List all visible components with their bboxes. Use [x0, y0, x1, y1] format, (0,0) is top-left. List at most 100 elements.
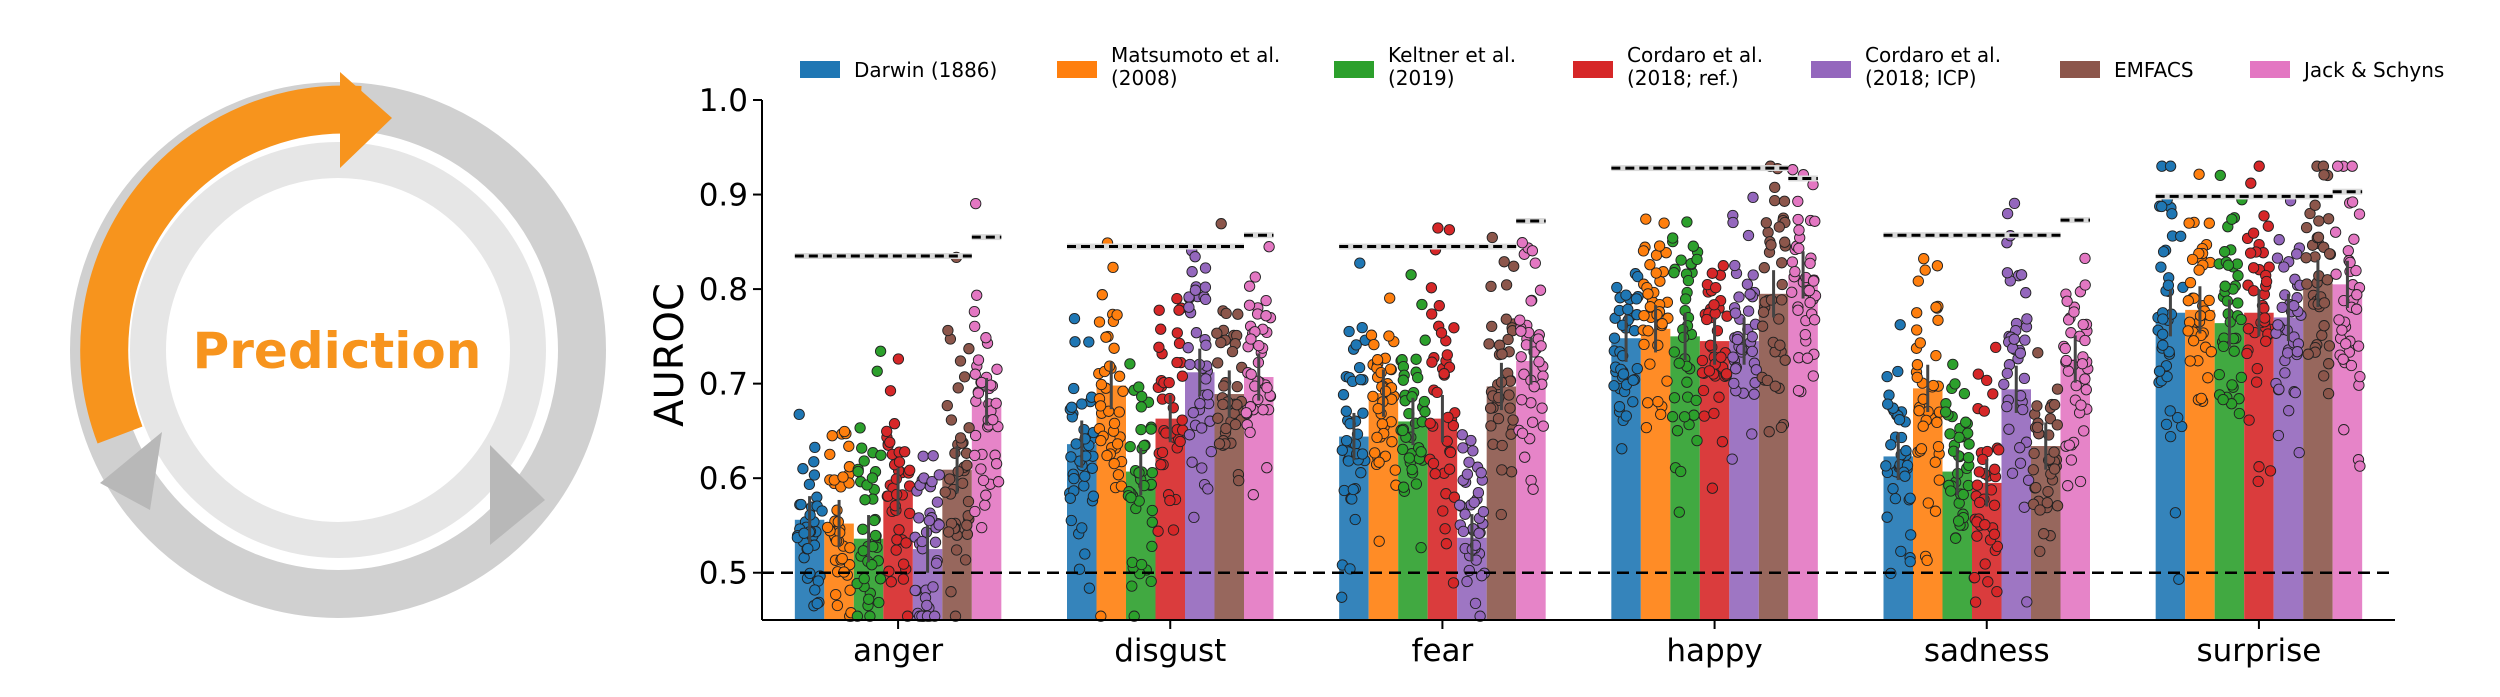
y-tick-label: 0.5 [699, 556, 748, 592]
subject-point [939, 486, 951, 498]
subject-point [933, 519, 945, 531]
subject-point [1779, 354, 1791, 366]
subject-point [1757, 306, 1770, 318]
subject-point [1337, 389, 1350, 401]
subject-point [1454, 499, 1466, 511]
subject-point [1371, 431, 1383, 444]
subject-point [2346, 196, 2359, 208]
subject-point [2051, 383, 2064, 395]
subject-point [1444, 446, 1457, 459]
subject-point [1475, 467, 1487, 479]
subject-point [1747, 269, 1759, 281]
subject-point [1146, 540, 1158, 553]
subject-point [1632, 270, 1644, 283]
subject-point [1763, 426, 1775, 438]
subject-point [1461, 468, 1474, 480]
subject-point [1885, 439, 1897, 451]
subject-point [1793, 242, 1805, 255]
x-axis: anger disgust fear happy sadness surprise [762, 619, 2395, 669]
subject-point [1095, 434, 1107, 447]
subject-point [1231, 380, 1243, 393]
subject-point [1152, 525, 1164, 537]
subject-point [963, 422, 975, 434]
subject-point [992, 476, 1005, 488]
y-tick-label: 0.9 [699, 178, 748, 214]
subject-point [2247, 262, 2260, 274]
subject-point [1691, 434, 1703, 447]
subject-point [1895, 545, 1907, 558]
subject-point [1658, 217, 1670, 229]
subject-point [1373, 535, 1385, 547]
subject-point [1126, 556, 1138, 569]
subject-point [1769, 380, 1781, 392]
subject-point [844, 584, 856, 596]
subject-point [1389, 464, 1401, 476]
subject-point [1468, 496, 1480, 509]
subject-point [2075, 399, 2087, 411]
subject-point [2048, 446, 2060, 458]
subject-point [1688, 409, 1700, 421]
subject-point [2059, 342, 2071, 355]
subject-point [909, 584, 921, 597]
subject-point [2157, 313, 2169, 325]
subject-point [1804, 257, 1816, 270]
subject-point [2330, 268, 2342, 280]
subject-point [1613, 401, 1626, 413]
subject-point [1485, 420, 1497, 432]
subject-point [1778, 195, 1791, 207]
legend-swatch-2 [1334, 61, 1374, 78]
subject-point [1217, 398, 1229, 411]
subject-point [1655, 408, 1667, 421]
subject-point [968, 305, 981, 318]
subject-point [1461, 575, 1473, 588]
subject-point [1126, 580, 1138, 592]
subject-point [875, 449, 887, 461]
subject-point [1774, 339, 1786, 351]
subject-point [1188, 511, 1200, 524]
subject-point [824, 448, 836, 461]
subject-point [1991, 540, 2004, 553]
subject-point [970, 197, 982, 210]
subject-point [1369, 447, 1381, 459]
x-tick-label-surprise: surprise [2197, 633, 2322, 669]
subject-point [1463, 456, 1475, 468]
legend-label-3: Cordaro et al. (2018; ref.) [1627, 43, 1763, 90]
subject-point [1779, 236, 1791, 248]
subject-point [1354, 373, 1367, 386]
subject-point [969, 320, 981, 333]
subject-point [1336, 444, 1348, 456]
subject-point [2204, 309, 2216, 322]
subject-point [1096, 289, 1108, 301]
subject-point [1243, 280, 1256, 292]
subject-point [979, 499, 991, 511]
subject-point [1496, 348, 1508, 360]
legend-label-4: Cordaro et al. (2018; ICP) [1865, 43, 2001, 90]
subject-point [2351, 289, 2363, 301]
subject-point [1775, 421, 1788, 434]
subject-point [1653, 240, 1666, 252]
subject-point [1960, 416, 1972, 428]
subject-point [1533, 356, 1545, 368]
subject-point [1698, 410, 1710, 422]
subject-point [2079, 373, 2091, 385]
subject-point [2250, 376, 2263, 388]
subject-point [2323, 358, 2335, 370]
y-tick-label: 0.8 [699, 272, 748, 308]
x-tick-label-disgust: disgust [1114, 633, 1226, 669]
subject-point [1527, 483, 1539, 495]
subject-point [2346, 160, 2358, 172]
subject-point [2018, 372, 2031, 385]
subject-point [1776, 294, 1788, 306]
subject-point [1958, 387, 1971, 400]
subject-point [2169, 507, 2182, 519]
subject-point [2014, 442, 2026, 454]
subject-point [2051, 419, 2063, 431]
subject-point [2291, 248, 2303, 260]
y-axis-title: AUROC [647, 283, 693, 427]
subject-point [2217, 340, 2230, 353]
y-tick-label: 1.0 [699, 83, 748, 119]
subject-point [899, 446, 911, 458]
subject-point [1350, 339, 1362, 351]
subject-point [1069, 336, 1081, 348]
subject-point [972, 354, 985, 366]
